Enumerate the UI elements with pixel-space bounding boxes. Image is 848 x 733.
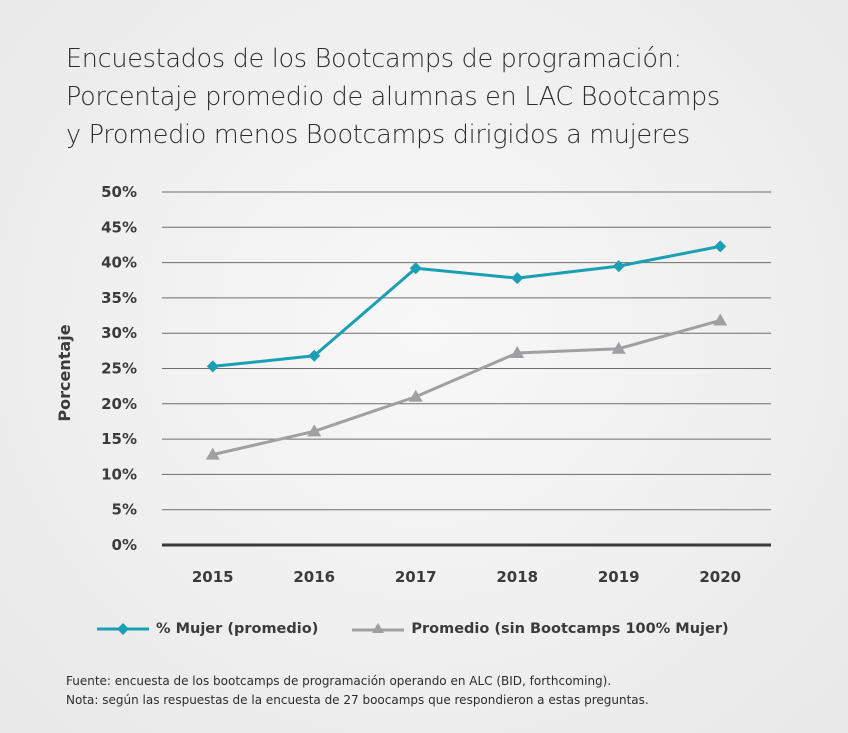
- legend-label-promedio: Promedio (sin Bootcamps 100% Mujer): [411, 621, 729, 637]
- y-tick-label: 5%: [112, 501, 137, 519]
- y-axis-label: Porcentaje: [55, 324, 74, 421]
- series-group: [205, 240, 728, 460]
- x-tick-label: 2015: [192, 568, 234, 586]
- y-axis-ticks: 0% 5% 10% 15% 20% 25% 30% 35% 40% 45% 50%: [101, 183, 137, 554]
- data-point: [714, 240, 727, 253]
- source-note: Fuente: encuesta de los bootcamps de pro…: [66, 674, 612, 688]
- x-tick-label: 2016: [293, 568, 335, 586]
- survey-note: Nota: según las respuestas de la encuest…: [66, 693, 649, 707]
- legend: % Mujer (promedio) Promedio (sin Bootcam…: [97, 621, 763, 637]
- y-tick-label: 15%: [101, 430, 137, 448]
- x-tick-label: 2018: [496, 568, 538, 586]
- x-axis-ticks: 2015 2016 2017 2018 2019 2020: [192, 568, 741, 586]
- legend-item-promedio: Promedio (sin Bootcamps 100% Mujer): [352, 621, 729, 637]
- data-point: [409, 262, 422, 275]
- y-tick-label: 10%: [101, 465, 137, 483]
- x-tick-label: 2017: [395, 568, 437, 586]
- triangle-marker-icon: [352, 623, 405, 633]
- chart-title-line-3: y Promedio menos Bootcamps dirigidos a m…: [66, 120, 690, 150]
- data-point: [510, 345, 525, 358]
- series-line: [212, 244, 721, 368]
- data-point: [713, 313, 728, 326]
- data-point: [611, 341, 626, 354]
- y-tick-label: 30%: [101, 324, 137, 342]
- footnotes: Fuente: encuesta de los bootcamps de pro…: [66, 672, 649, 710]
- legend-label-mujer: % Mujer (promedio): [156, 621, 319, 637]
- diamond-marker-icon: [97, 623, 149, 635]
- chart-title-line-2: Porcentaje promedio de alumnas en LAC Bo…: [66, 82, 720, 112]
- series-promedio: [205, 313, 728, 460]
- data-point: [307, 424, 322, 437]
- data-point: [308, 349, 321, 362]
- x-tick-label: 2020: [699, 568, 741, 586]
- legend-item-mujer: % Mujer (promedio): [97, 621, 318, 637]
- y-tick-label: 40%: [101, 254, 137, 272]
- x-tick-label: 2019: [598, 568, 640, 586]
- data-point: [612, 260, 625, 273]
- chart-title-line-1: Encuestados de los Bootcamps de programa…: [66, 44, 682, 74]
- data-point: [511, 272, 524, 285]
- y-tick-label: 50%: [101, 183, 137, 201]
- y-tick-label: 20%: [101, 395, 137, 413]
- series-line: [212, 319, 721, 457]
- data-point: [205, 447, 220, 460]
- y-tick-label: 35%: [101, 289, 137, 307]
- chart-title: Encuestados de los Bootcamps de programa…: [66, 40, 720, 154]
- y-tick-label: 25%: [101, 360, 137, 378]
- data-point: [206, 360, 219, 373]
- gridlines: [162, 191, 771, 547]
- series-mujer: [206, 240, 727, 373]
- data-point: [408, 389, 423, 402]
- y-tick-label: 45%: [101, 218, 137, 236]
- y-tick-label: 0%: [112, 536, 137, 554]
